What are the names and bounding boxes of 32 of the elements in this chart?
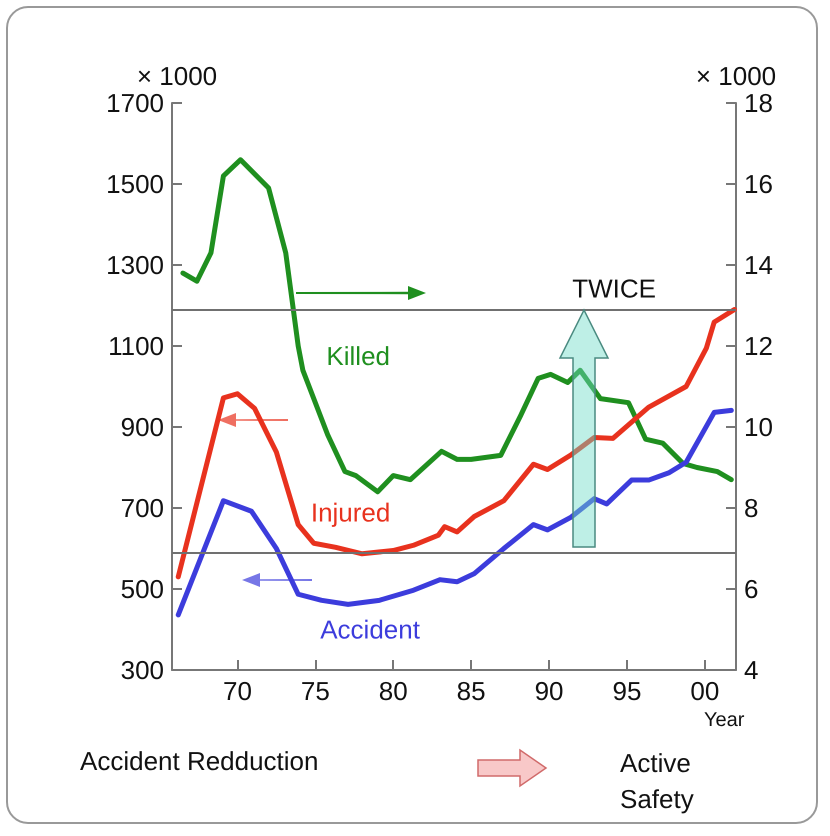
- y2-axis-title: × 1000: [696, 61, 776, 91]
- y-tick-label: 700: [120, 493, 164, 523]
- x-tick-label: 85: [456, 676, 486, 706]
- y-tick-label: 1700: [106, 88, 164, 118]
- y2-tick-label: 12: [744, 331, 773, 361]
- y2-tick-label: 6: [744, 574, 758, 604]
- y-axis-title: × 1000: [136, 61, 218, 91]
- y2-tick-label: 8: [744, 493, 758, 523]
- y-tick-label: 300: [120, 655, 164, 685]
- y2-tick-label: 14: [744, 250, 773, 280]
- x-tick-label: 00: [690, 676, 720, 706]
- ref-line-label: TWICE: [572, 274, 656, 304]
- x-tick-label: 75: [300, 676, 330, 706]
- y-tick-label: 500: [120, 574, 164, 604]
- y-tick-label: 900: [120, 412, 164, 442]
- x-tick-label: 90: [534, 676, 564, 706]
- x-axis-title: Year: [704, 709, 745, 731]
- text: Accident Redduction: [80, 746, 318, 776]
- series-label: Injured: [310, 497, 390, 528]
- series-label: Killed: [326, 341, 390, 371]
- x-tick-label: 70: [222, 676, 252, 706]
- y2-tick-label: 10: [744, 412, 773, 442]
- y-tick-label: 1100: [108, 331, 164, 361]
- y-tick-label: 1500: [106, 169, 164, 199]
- y2-tick-label: 4: [744, 655, 758, 685]
- series-label: Accident: [320, 614, 421, 644]
- y2-tick-label: 16: [744, 169, 773, 199]
- x-tick-label: 95: [612, 676, 642, 706]
- text: Active Safety: [620, 748, 694, 814]
- y2-tick-label: 18: [744, 88, 773, 118]
- x-tick-label: 80: [378, 676, 408, 706]
- y-tick-label: 1300: [106, 250, 164, 280]
